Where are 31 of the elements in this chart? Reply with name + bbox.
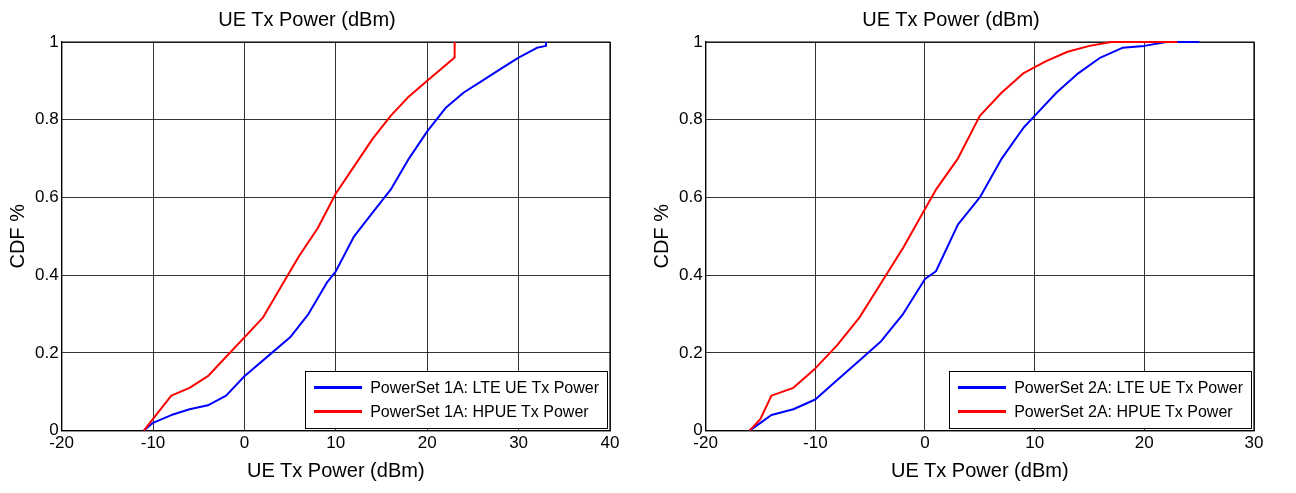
x-tick-label: 10 xyxy=(1025,433,1045,453)
y-axis-title: CDF % xyxy=(649,203,672,269)
x-tick-label: 40 xyxy=(600,433,620,453)
chart-title: UE Tx Power (dBm) xyxy=(218,7,396,30)
y-tick-label: 0.8 xyxy=(678,109,703,129)
legend-label: PowerSet 2A: HPUE Tx Power xyxy=(1014,401,1233,422)
x-tick-label: 30 xyxy=(509,433,529,453)
x-tick-label: 20 xyxy=(1134,433,1154,453)
x-tick-label: 30 xyxy=(1244,433,1264,453)
x-tick-label: 0 xyxy=(239,433,250,453)
y-tick-label: 1 xyxy=(693,31,703,51)
x-tick-label: 10 xyxy=(326,433,346,453)
y-tick-label: 0.4 xyxy=(678,264,703,284)
y-tick-label: 0.4 xyxy=(34,264,59,284)
y-tick-label: 0.2 xyxy=(678,342,703,362)
x-axis-title: UE Tx Power (dBm) xyxy=(891,458,1069,481)
legend-label: PowerSet 1A: HPUE Tx Power xyxy=(370,401,589,422)
legend-label: PowerSet 1A: LTE UE Tx Power xyxy=(370,377,599,398)
legend-label: PowerSet 2A: LTE UE Tx Power xyxy=(1014,377,1243,398)
y-tick-label: 0.6 xyxy=(34,187,59,207)
y-axis-title: CDF % xyxy=(5,203,28,269)
y-tick-label: 0.6 xyxy=(678,187,703,207)
x-tick-label: 0 xyxy=(920,433,930,453)
x-tick-label: 20 xyxy=(417,433,437,453)
y-tick-label: 1 xyxy=(49,31,59,51)
chart-title: UE Tx Power (dBm) xyxy=(862,7,1040,30)
x-axis-title: UE Tx Power (dBm) xyxy=(247,458,425,481)
x-tick-label: -10 xyxy=(140,433,166,453)
x-tick-label: -10 xyxy=(803,433,828,453)
y-tick-label: 0.2 xyxy=(34,342,59,362)
y-tick-label: 0.8 xyxy=(34,109,59,129)
